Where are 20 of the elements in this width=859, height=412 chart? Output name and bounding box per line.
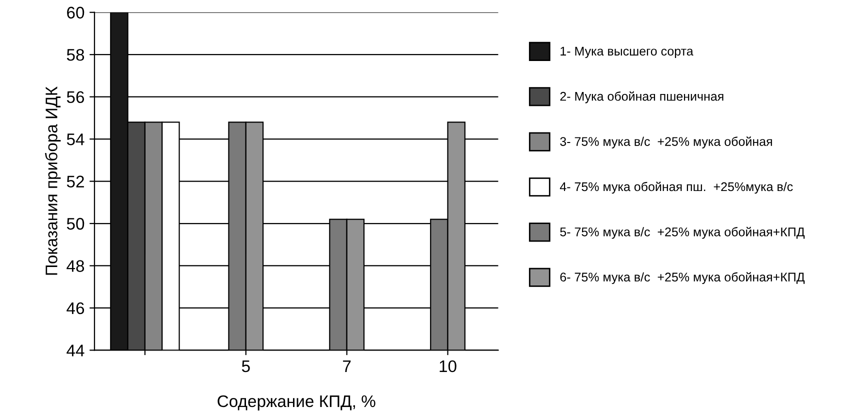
y-tick-label: 46 <box>66 302 84 314</box>
y-axis-title: Показания прибора ИДК <box>44 86 61 275</box>
legend-label: 5- 75% мука в/с +25% мука обойная+КПД <box>560 226 805 239</box>
y-tick-label: 50 <box>66 218 84 230</box>
y-tick-label: 48 <box>66 260 84 272</box>
y-tick-label: 44 <box>66 344 84 356</box>
y-tick-label: 52 <box>66 176 84 188</box>
x-axis-title: Содержание КПД, % <box>218 395 376 410</box>
x-tick-label: 7 <box>343 360 351 372</box>
y-tick-label: 58 <box>66 48 84 61</box>
x-tick-label: 10 <box>440 360 456 372</box>
legend-label: 3- 75% мука в/с +25% мука обойная <box>560 136 772 148</box>
legend-label: 4- 75% мука обойная пш. +25%мука в/с <box>560 182 793 194</box>
legend-label: 2- Мука обойная пшеничная <box>560 91 724 104</box>
legend-label: 1- Мука высшего сорта <box>560 46 694 58</box>
y-tick-label: 56 <box>66 91 84 104</box>
x-tick-label: 5 <box>242 360 250 372</box>
legend-label: 6- 75% мука в/с +25% мука обойная+КПД <box>560 272 805 284</box>
y-tick-label: 54 <box>66 134 84 146</box>
y-tick-label: 60 <box>67 6 84 19</box>
